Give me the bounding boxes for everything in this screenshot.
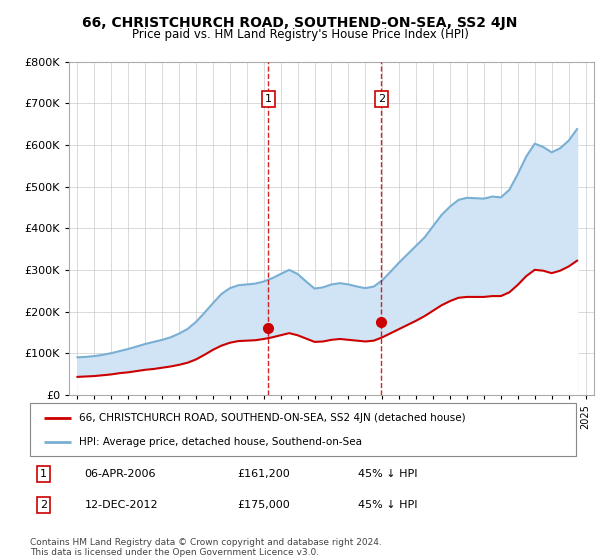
- Text: Price paid vs. HM Land Registry's House Price Index (HPI): Price paid vs. HM Land Registry's House …: [131, 28, 469, 41]
- Text: 45% ↓ HPI: 45% ↓ HPI: [358, 500, 417, 510]
- Text: 45% ↓ HPI: 45% ↓ HPI: [358, 469, 417, 479]
- Text: 12-DEC-2012: 12-DEC-2012: [85, 500, 158, 510]
- Text: Contains HM Land Registry data © Crown copyright and database right 2024.
This d: Contains HM Land Registry data © Crown c…: [30, 538, 382, 557]
- Text: 66, CHRISTCHURCH ROAD, SOUTHEND-ON-SEA, SS2 4JN: 66, CHRISTCHURCH ROAD, SOUTHEND-ON-SEA, …: [82, 16, 518, 30]
- Text: HPI: Average price, detached house, Southend-on-Sea: HPI: Average price, detached house, Sout…: [79, 437, 362, 447]
- Text: 2: 2: [40, 500, 47, 510]
- Text: £161,200: £161,200: [238, 469, 290, 479]
- Text: 1: 1: [40, 469, 47, 479]
- Text: 1: 1: [265, 94, 272, 104]
- Text: 66, CHRISTCHURCH ROAD, SOUTHEND-ON-SEA, SS2 4JN (detached house): 66, CHRISTCHURCH ROAD, SOUTHEND-ON-SEA, …: [79, 413, 466, 423]
- Text: £175,000: £175,000: [238, 500, 290, 510]
- Text: 06-APR-2006: 06-APR-2006: [85, 469, 156, 479]
- FancyBboxPatch shape: [30, 403, 576, 456]
- Text: 2: 2: [378, 94, 385, 104]
